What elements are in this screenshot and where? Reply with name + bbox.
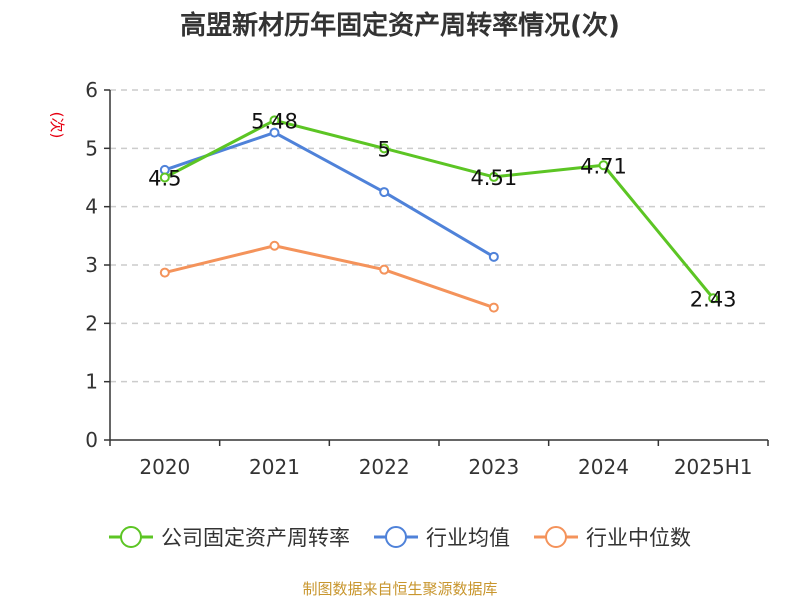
y-tick-label: 4 — [85, 195, 98, 219]
data-point[interactable] — [159, 267, 170, 278]
data-point[interactable] — [708, 293, 719, 304]
data-point[interactable] — [379, 264, 390, 275]
x-tick-label: 2023 — [468, 455, 519, 479]
x-tick-label: 2021 — [249, 455, 300, 479]
data-point[interactable] — [269, 127, 280, 138]
y-axis-label: (次) — [48, 112, 66, 139]
data-label: 5.48 — [251, 109, 298, 133]
legend-label: 公司固定资产周转率 — [161, 526, 350, 550]
x-tick-label: 2020 — [139, 455, 190, 479]
data-point[interactable] — [488, 302, 499, 313]
legend-marker — [545, 526, 567, 548]
y-tick-label: 0 — [85, 428, 98, 452]
series-1 — [159, 127, 499, 262]
data-point[interactable] — [159, 172, 170, 183]
data-point[interactable] — [488, 251, 499, 262]
legend-item-2[interactable]: 行业中位数 — [534, 526, 691, 550]
data-label: 4.71 — [580, 154, 627, 178]
data-label: 4.5 — [148, 167, 181, 191]
data-label: 5 — [377, 137, 390, 161]
data-label: 4.51 — [470, 166, 517, 190]
series-line — [164, 118, 715, 300]
series-line — [164, 244, 495, 310]
data-labels: 4.5 5.48 5 4.51 4.71 2.43 — [148, 109, 736, 311]
y-tick-label: 5 — [85, 136, 98, 160]
data-point[interactable] — [379, 143, 390, 154]
data-point[interactable] — [488, 171, 499, 182]
grid — [110, 89, 768, 383]
legend-item-0[interactable]: 公司固定资产周转率 — [109, 526, 350, 550]
data-point[interactable] — [379, 187, 390, 198]
data-point[interactable] — [269, 115, 280, 126]
y-tick-label: 6 — [85, 78, 98, 102]
legend-marker — [120, 526, 142, 548]
axes: 0 1 2 3 4 5 6 2020 2021 2022 2023 2024 2025H1 — [85, 78, 769, 479]
legend-label: 行业中位数 — [586, 526, 691, 550]
legend[interactable]: 公司固定资产周转率 行业均值 行业中位数 — [109, 526, 691, 550]
source-note: 制图数据来自恒生聚源数据库 — [302, 580, 497, 598]
data-point[interactable] — [598, 160, 609, 171]
x-tick-label: 2022 — [359, 455, 410, 479]
legend-item-1[interactable]: 行业均值 — [374, 526, 510, 550]
y-tick-label: 2 — [85, 311, 98, 335]
y-tick-label: 3 — [85, 253, 98, 277]
legend-label: 行业均值 — [426, 526, 510, 550]
series-2 — [159, 240, 499, 313]
x-tick-label: 2025H1 — [674, 455, 753, 479]
series-0 — [159, 115, 719, 304]
x-tick-label: 2024 — [578, 455, 629, 479]
data-point[interactable] — [269, 240, 280, 251]
y-tick-label: 1 — [85, 370, 98, 394]
legend-marker — [385, 526, 407, 548]
data-label: 2.43 — [690, 287, 737, 311]
series-lines — [159, 115, 719, 313]
series-line — [164, 131, 495, 259]
chart-title: 高盟新材历年固定资产周转率情况(次) — [180, 10, 620, 41]
